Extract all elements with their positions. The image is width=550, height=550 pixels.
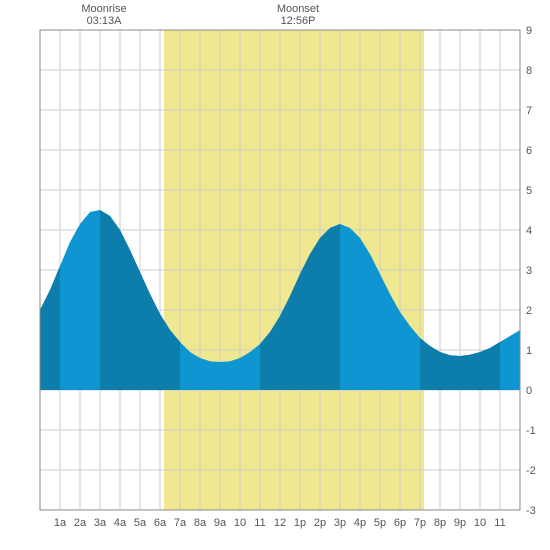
- x-tick-label: 4a: [114, 517, 127, 529]
- y-tick-label: 1: [526, 345, 532, 357]
- y-tick-label: 4: [526, 225, 532, 237]
- x-tick-label: 2a: [74, 517, 87, 529]
- y-tick-label: 0: [526, 385, 532, 397]
- x-tick-label: 1a: [54, 517, 67, 529]
- y-tick-label: -2: [526, 465, 536, 477]
- moonrise-label: Moonrise: [81, 3, 126, 15]
- moonset-time: 12:56P: [281, 15, 316, 27]
- y-tick-label: -1: [526, 425, 536, 437]
- y-tick-label: 5: [526, 185, 532, 197]
- x-tick-label: 5a: [134, 517, 147, 529]
- x-tick-label: 8p: [434, 517, 446, 529]
- y-tick-label: 9: [526, 25, 532, 37]
- x-tick-label: 3a: [94, 517, 107, 529]
- chart-svg: -3-2-101234567891a2a3a4a5a6a7a8a9a101112…: [0, 0, 550, 550]
- x-tick-label: 4p: [354, 517, 366, 529]
- y-tick-label: 7: [526, 105, 532, 117]
- y-tick-label: 6: [526, 145, 532, 157]
- y-tick-label: 8: [526, 65, 532, 77]
- moonrise-time: 03:13A: [87, 15, 123, 27]
- x-tick-label: 10: [474, 517, 486, 529]
- x-tick-label: 11: [254, 517, 265, 529]
- x-tick-label: 6p: [394, 517, 406, 529]
- x-tick-label: 11: [494, 517, 505, 529]
- x-tick-label: 6a: [154, 517, 167, 529]
- x-tick-label: 9p: [454, 517, 466, 529]
- x-tick-label: 9a: [214, 517, 227, 529]
- x-tick-label: 7a: [174, 517, 187, 529]
- x-tick-label: 5p: [374, 517, 386, 529]
- x-tick-label: 7p: [414, 517, 426, 529]
- x-tick-label: 10: [234, 517, 246, 529]
- y-tick-label: 2: [526, 305, 532, 317]
- y-tick-label: -3: [526, 505, 536, 517]
- x-tick-label: 12: [274, 517, 286, 529]
- x-tick-label: 2p: [314, 517, 326, 529]
- x-tick-label: 8a: [194, 517, 207, 529]
- x-tick-label: 3p: [334, 517, 346, 529]
- x-tick-label: 1p: [294, 517, 306, 529]
- tide-chart: -3-2-101234567891a2a3a4a5a6a7a8a9a101112…: [0, 0, 550, 550]
- moonset-label: Moonset: [277, 3, 319, 15]
- y-tick-label: 3: [526, 265, 532, 277]
